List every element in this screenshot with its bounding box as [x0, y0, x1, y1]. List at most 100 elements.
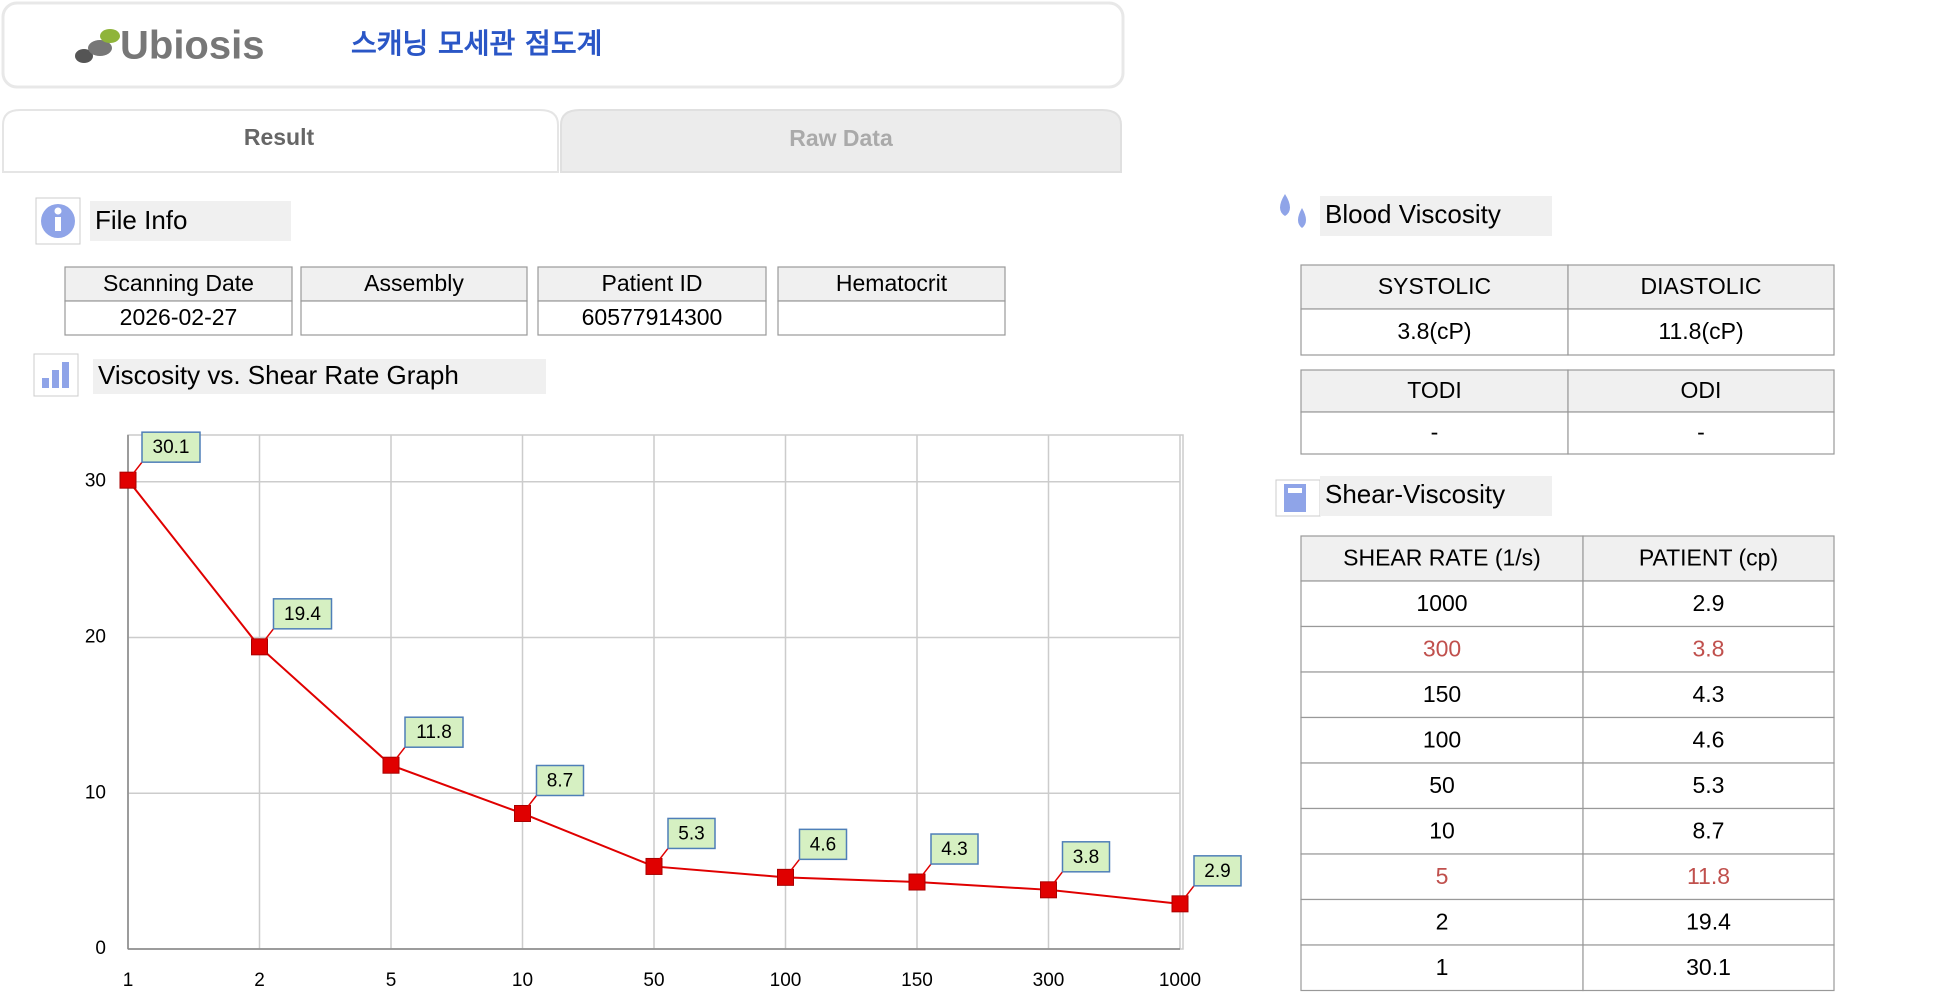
- data-label: 30.1: [153, 437, 190, 458]
- x-tick-label: 1: [123, 970, 134, 991]
- cell-value: -: [1431, 419, 1439, 445]
- label-leader: [258, 628, 275, 648]
- cell-value-cell: [1582, 853, 1835, 901]
- data-label-box: [930, 833, 979, 865]
- data-label: 4.6: [810, 834, 836, 855]
- cell-value: 100: [1423, 726, 1461, 752]
- data-label-box: [1061, 841, 1111, 873]
- column-header: Assembly: [364, 270, 464, 296]
- y-tick-label: 0: [95, 938, 106, 959]
- cell-value: 1000: [1416, 590, 1467, 616]
- drop-icon: [1280, 194, 1306, 228]
- cell-value: 4.6: [1693, 726, 1725, 752]
- section-title: Shear-Viscosity: [1325, 479, 1505, 509]
- label-leader: [1179, 885, 1195, 905]
- x-tick-label: 100: [770, 970, 802, 991]
- tab[interactable]: [560, 109, 1122, 173]
- cell-value-cell: [1300, 411, 1569, 455]
- label-leader: [1047, 871, 1064, 891]
- cell-value: 1: [1436, 954, 1449, 980]
- cell-value: -: [1697, 419, 1705, 445]
- data-label-box: [667, 817, 716, 850]
- logo-icon: [75, 29, 120, 63]
- chart-title: Viscosity vs. Shear Rate Graph: [98, 360, 459, 390]
- data-label: 5.3: [678, 823, 704, 844]
- tab[interactable]: [1, 109, 559, 173]
- cell-value-cell: [537, 300, 767, 336]
- column-header: ODI: [1681, 377, 1722, 403]
- label-leader: [784, 858, 801, 878]
- cell-value-cell: [1300, 308, 1569, 356]
- column-header-cell: [777, 266, 1006, 302]
- cell-value: 19.4: [1686, 908, 1731, 934]
- cell-value-cell: [1582, 762, 1835, 810]
- cell-value-cell: [1582, 716, 1835, 764]
- cell-value-cell: [1300, 898, 1584, 946]
- cell-value-cell: [1567, 411, 1835, 455]
- column-header: Scanning Date: [103, 270, 254, 296]
- cell-value-cell: [1567, 308, 1835, 356]
- cell-value: 4.3: [1693, 681, 1725, 707]
- y-tick-label: 10: [85, 782, 106, 803]
- x-tick-label: 5: [386, 970, 397, 991]
- data-label-box: [535, 764, 585, 797]
- column-header: PATIENT (cp): [1639, 545, 1778, 571]
- cell-value-cell: [300, 300, 528, 336]
- column-header-cell: [300, 266, 528, 302]
- info-icon: [35, 197, 81, 245]
- cell-value-cell: [1582, 807, 1835, 855]
- column-header-cell: [1567, 264, 1835, 310]
- x-tick-label: 2: [254, 970, 265, 991]
- x-tick-label: 1000: [1159, 970, 1201, 991]
- cell-value-cell: [1300, 762, 1584, 810]
- chart-icon: [33, 353, 79, 397]
- cell-value: 2.9: [1693, 590, 1725, 616]
- data-label: 11.8: [416, 722, 452, 743]
- cell-value: 10: [1429, 817, 1455, 843]
- data-label: 8.7: [547, 771, 573, 792]
- app-title: 스캐닝 모세관 점도계: [351, 27, 602, 60]
- y-tick-label: 30: [85, 471, 106, 492]
- cell-value: 30.1: [1686, 954, 1731, 980]
- x-tick-label: 300: [1033, 970, 1065, 991]
- column-header: DIASTOLIC: [1641, 273, 1762, 299]
- cell-value-cell: [1582, 671, 1835, 719]
- cell-value: 5.3: [1693, 772, 1725, 798]
- column-header-cell: [537, 266, 767, 302]
- data-label-box: [272, 598, 333, 630]
- calc-icon: [1275, 479, 1321, 517]
- data-label: 19.4: [284, 604, 321, 625]
- cell-value: 2026-02-27: [120, 304, 238, 330]
- data-label-box: [404, 716, 464, 748]
- cell-value-cell: [1300, 944, 1584, 992]
- section-label-bg: [1320, 476, 1552, 516]
- cell-value-cell: [1582, 944, 1835, 992]
- section-title: Blood Viscosity: [1325, 199, 1501, 229]
- x-tick-label: 50: [643, 970, 664, 991]
- label-leader: [521, 795, 538, 814]
- data-label: 3.8: [1073, 847, 1099, 868]
- data-label-box: [1193, 855, 1242, 887]
- cell-value-cell: [1582, 625, 1835, 673]
- logo: Ubiosis: [120, 24, 264, 68]
- column-header: SHEAR RATE (1/s): [1343, 545, 1541, 571]
- cell-value: 150: [1423, 681, 1461, 707]
- tab-label[interactable]: Result: [244, 124, 315, 150]
- data-label-box: [141, 431, 201, 463]
- y-tick-label: 20: [85, 627, 106, 648]
- section-title: File Info: [95, 205, 188, 235]
- cell-value: 60577914300: [582, 304, 723, 330]
- label-leader: [653, 847, 669, 867]
- cell-value-cell: [777, 300, 1006, 336]
- column-header-cell: [1300, 535, 1584, 582]
- label-leader: [916, 863, 932, 883]
- section-label-bg: [1320, 196, 1552, 236]
- x-tick-label: 150: [901, 970, 933, 991]
- data-label-box: [798, 828, 848, 861]
- data-label: 2.9: [1204, 861, 1230, 882]
- cell-value: 3.8(cP): [1397, 318, 1471, 344]
- tab-label[interactable]: Raw Data: [789, 125, 893, 151]
- cell-value: 5: [1436, 863, 1449, 889]
- section-label-bg: [90, 201, 291, 241]
